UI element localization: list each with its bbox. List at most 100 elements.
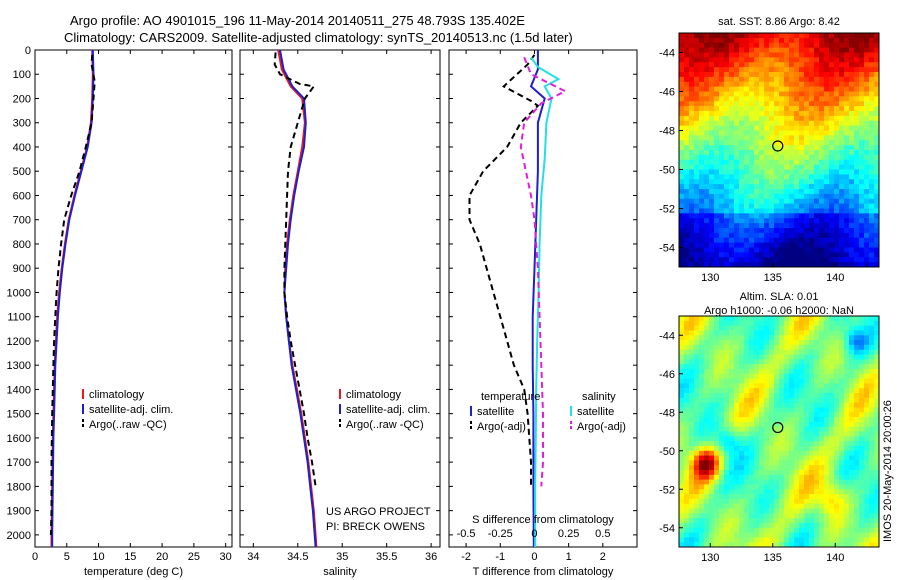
map-cell [704,42,710,49]
map-cell [724,397,730,404]
map-cell [869,508,875,514]
map-x-tick-label: 130 [701,552,719,564]
map-cell [709,508,715,514]
map-cell [849,140,855,146]
map-cell [784,373,790,379]
map-cell [849,474,855,481]
map-cell [709,72,715,78]
map-cell [689,412,695,418]
map-cell [724,111,730,117]
map-cell [744,397,750,404]
map-cell [874,198,880,205]
map-cell [819,445,825,452]
map-cell [744,441,750,447]
map-cell [814,383,820,389]
map-cell [849,198,855,205]
map-cell [829,522,835,529]
map-cell [689,503,695,509]
map-cell [804,402,810,408]
map-cell [709,223,715,229]
map-cell [769,62,775,68]
map-cell [689,91,695,97]
map-cell [799,179,805,185]
map-cell [854,359,860,365]
map-cell [719,465,725,471]
map-cell [834,120,840,127]
map-cell [859,494,865,500]
map-cell [754,140,760,146]
y-tick-label: 300 [13,118,31,130]
map-cell [839,135,845,141]
map-cell [769,115,775,122]
map-cell [749,47,755,53]
map-cell [784,417,790,423]
map-cell [724,106,730,112]
map-cell [764,522,770,529]
map-cell [799,397,805,404]
map-cell [834,52,840,58]
map-cell [869,115,875,122]
y-tick-label: 500 [13,166,31,178]
map-cell [694,354,700,360]
map-cell [744,340,750,346]
map-cell [684,101,690,107]
map-cell [814,316,820,322]
map-cell [684,527,690,533]
map-cell [689,465,695,471]
map-cell [779,115,785,122]
map-y-tick-label: -50 [659,165,675,177]
map-cell [819,140,825,146]
map-cell [714,203,720,209]
map-cell [844,237,850,244]
map-cell [704,33,710,39]
map-cell [754,412,760,418]
map-cell [874,223,880,229]
map-cell [809,257,815,263]
map-cell [799,503,805,509]
map-cell [864,208,870,214]
map-cell [679,179,685,185]
map-cell [814,450,820,456]
map-cell [689,542,695,548]
map-cell [739,150,745,156]
map-cell [814,417,820,423]
map-cell [869,62,875,68]
map-cell [794,445,800,452]
map-cell [769,184,775,190]
map-cell [749,33,755,39]
map-cell [704,140,710,146]
map-cell [819,47,825,53]
map-cell [724,316,730,322]
map-cell [689,426,695,432]
map-cell [809,537,815,543]
map-cell [794,436,800,442]
map-cell [869,193,875,200]
map-cell [834,412,840,418]
map-cell [854,436,860,442]
map-cell [724,325,730,331]
map-cell [729,330,735,336]
map-cell [824,62,830,68]
map-cell [679,383,685,389]
map-cell [799,67,805,73]
map-cell [719,174,725,180]
map-cell [684,489,690,495]
map-cell [749,417,755,423]
map-cell [869,91,875,97]
map-cell [689,436,695,442]
map-cell [679,474,685,481]
map-cell [709,527,715,533]
map-cell [739,96,745,102]
map-cell [684,436,690,442]
y-tick-label: 800 [13,239,31,251]
map-cell [724,203,730,209]
map-cell [734,388,740,394]
map-cell [799,198,805,205]
map-cell [764,101,770,107]
map-cell [839,189,845,195]
argo-position-marker [772,140,784,152]
x-tick-label: 15 [124,551,136,563]
map-cell [869,213,875,219]
map-cell [854,542,860,548]
map-cell [714,407,720,413]
